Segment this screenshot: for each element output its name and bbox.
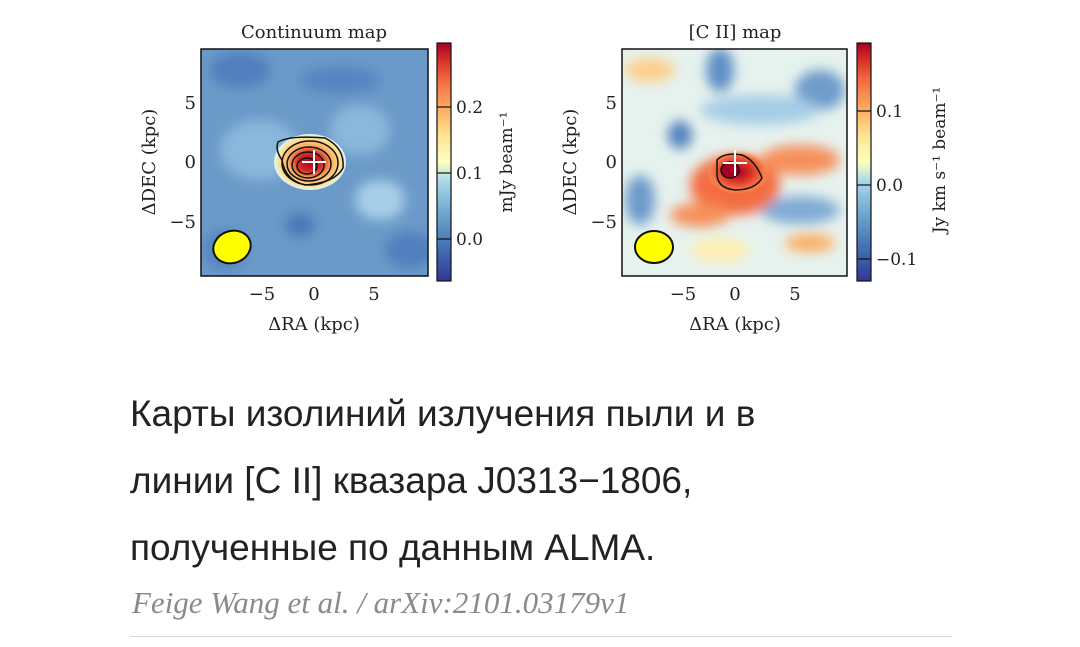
cii-heatmap [622, 49, 847, 276]
caption-line: Карты изолиний излучения пыли и в [130, 393, 756, 434]
x-tick: 5 [789, 284, 800, 305]
colorbar-tick: 0.2 [456, 98, 483, 118]
x-tick: −5 [249, 284, 276, 305]
colorbar-label: Jy km s⁻¹ beam⁻¹ [930, 87, 950, 236]
y-tick: 0 [185, 152, 196, 173]
colorbar-tick: 0.1 [876, 102, 903, 122]
y-tick: −5 [169, 212, 196, 233]
colorbar-tick: 0.0 [456, 230, 483, 250]
x-axis-label: ΔRA (kpc) [268, 314, 360, 335]
colorbar-label: mJy beam⁻¹ [497, 112, 517, 213]
figure: Continuum map 0.0 [139, 22, 950, 335]
y-tick: 5 [185, 93, 196, 114]
y-tick: 0 [606, 152, 617, 173]
colorbar-tick: 0.1 [456, 164, 483, 184]
caption-line: линии [C II] квазара J0313−1806, [130, 460, 693, 501]
x-tick: −5 [670, 284, 697, 305]
colorbar [436, 42, 452, 282]
continuum-panel: Continuum map 0.0 [139, 22, 517, 335]
x-axis-label: ΔRA (kpc) [689, 314, 781, 335]
beam-ellipse [634, 230, 674, 264]
figure-caption: Карты изолиний излучения пыли и в линии … [130, 380, 950, 581]
y-axis-label: ΔDEC (kpc) [139, 109, 160, 216]
y-tick: −5 [590, 212, 617, 233]
colorbar-tick: −0.1 [876, 250, 917, 270]
colorbar-tick: 0.0 [876, 176, 903, 196]
x-tick: 5 [368, 284, 379, 305]
panel-title: [C II] map [689, 22, 782, 43]
cii-panel: [C II] map [560, 22, 950, 335]
y-axis-label: ΔDEC (kpc) [560, 109, 581, 216]
image-credit: Feige Wang et al. / arXiv:2101.03179v1 [132, 585, 630, 620]
divider [130, 636, 952, 637]
y-tick: 5 [606, 93, 617, 114]
panel-title: Continuum map [241, 22, 387, 43]
beam-ellipse [212, 229, 252, 265]
x-tick: 0 [729, 284, 740, 305]
continuum-heatmap [201, 49, 428, 276]
caption-line: полученные по данным ALMA. [130, 527, 656, 568]
colorbar [856, 42, 872, 282]
x-tick: 0 [308, 284, 319, 305]
